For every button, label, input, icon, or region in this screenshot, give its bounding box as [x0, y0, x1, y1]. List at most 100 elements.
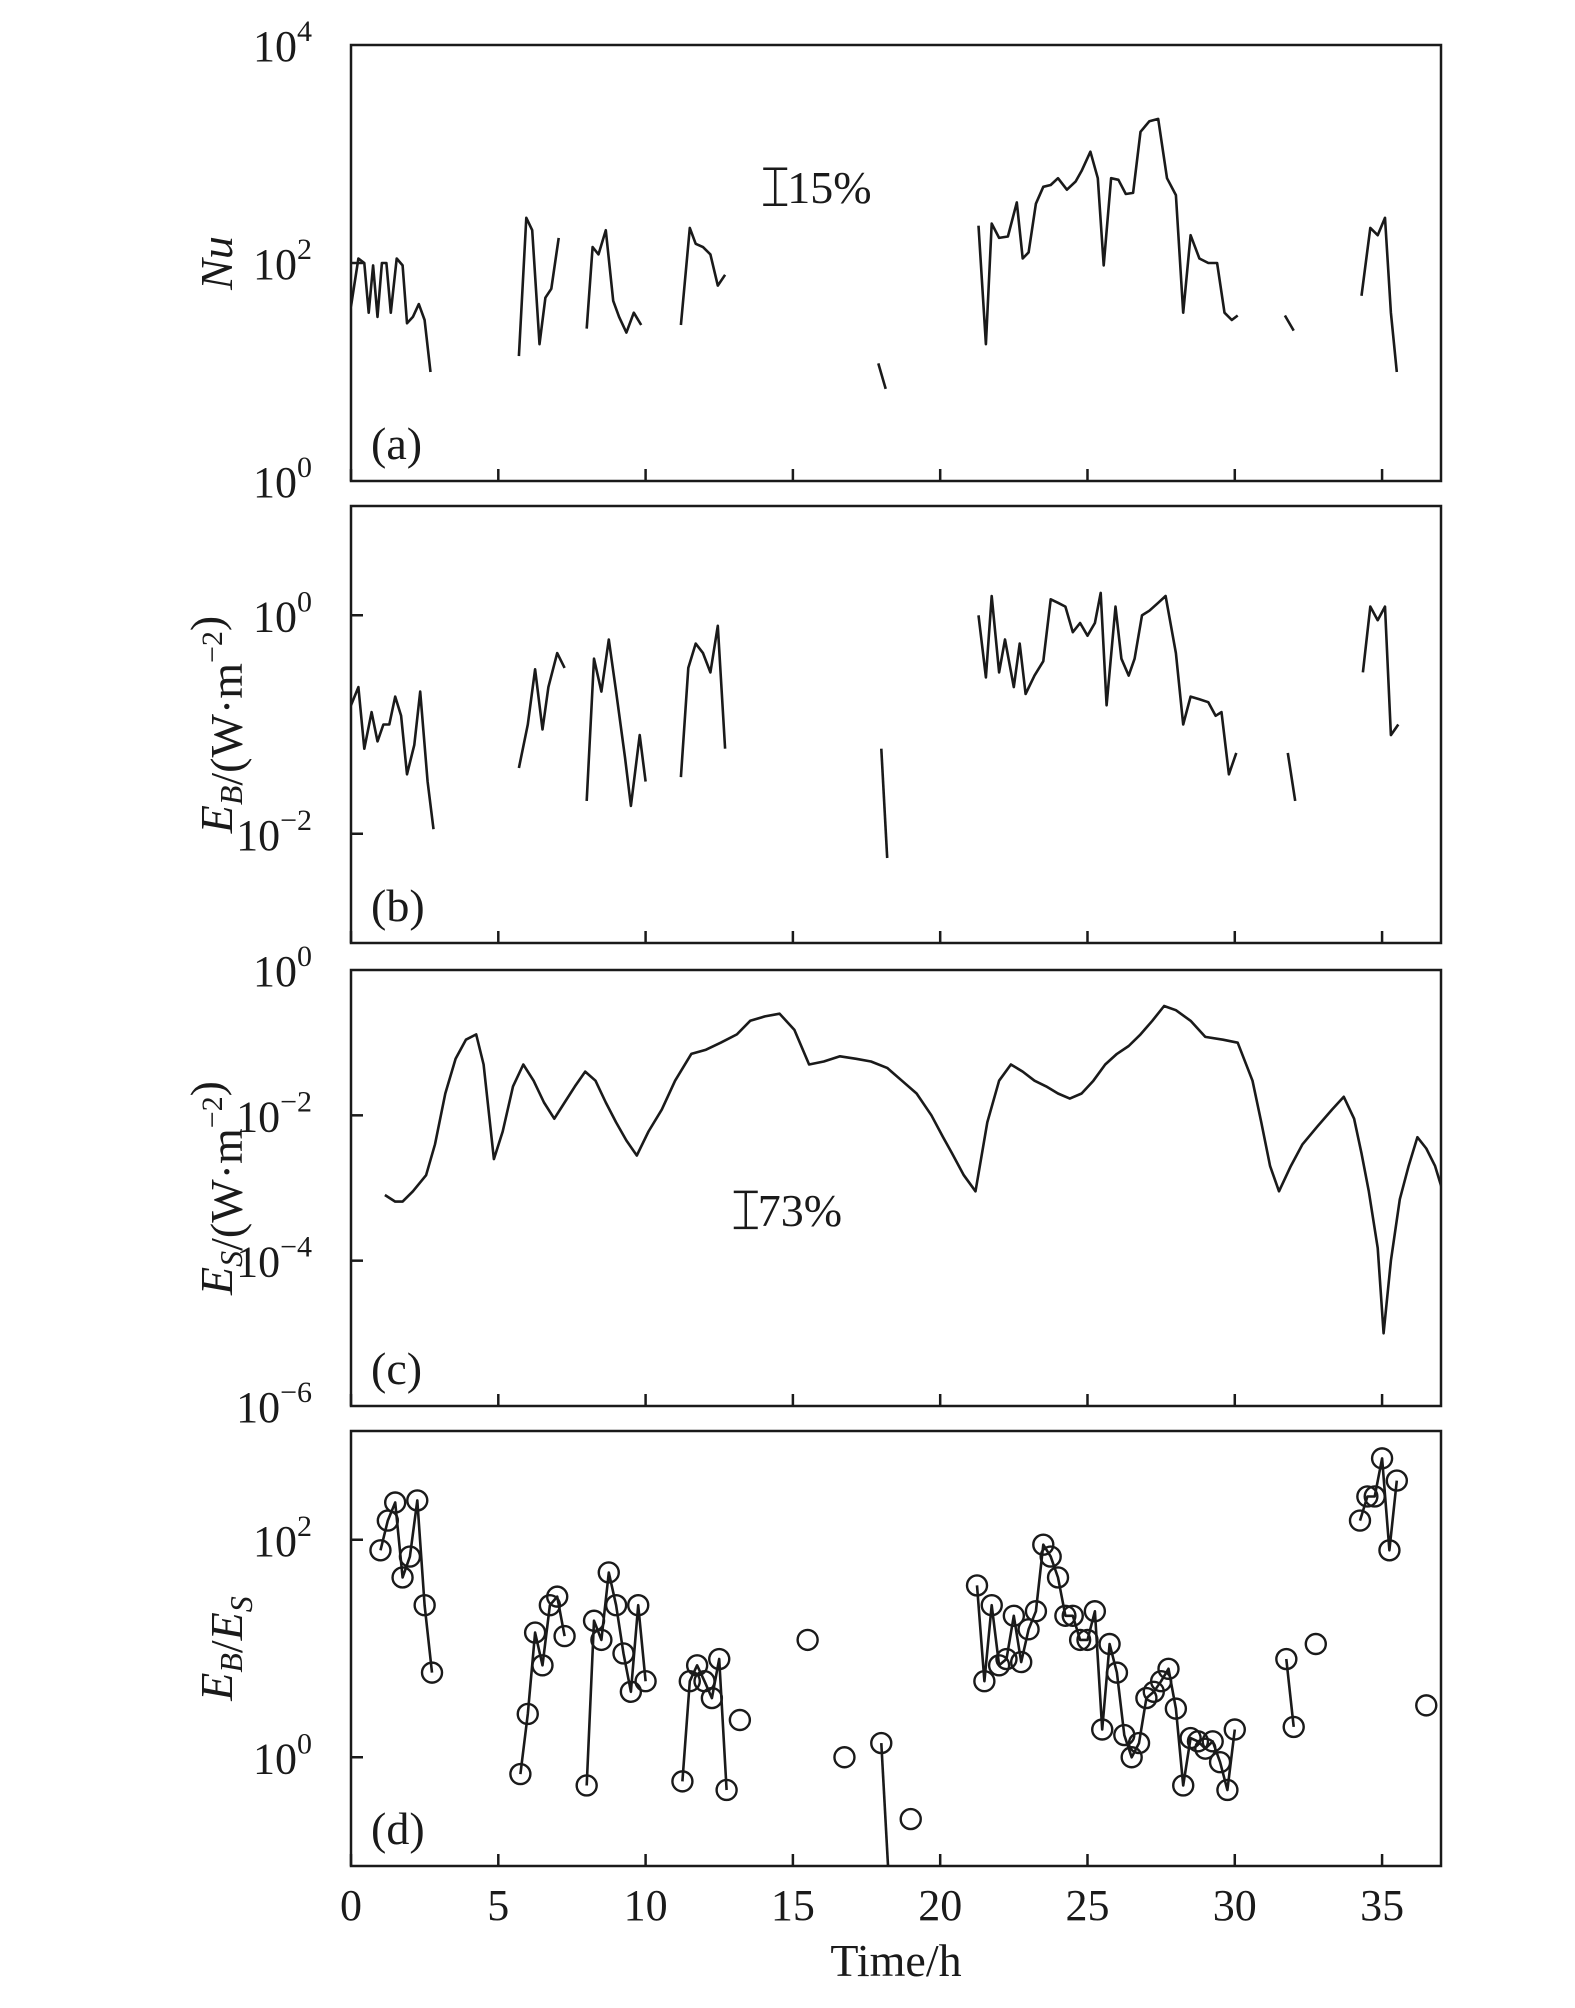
- x-axis-title: Time/h: [830, 1935, 961, 1986]
- data-point: [619, 1680, 643, 1703]
- data-point: [612, 1642, 635, 1665]
- x-tick-label: 25: [1065, 1881, 1109, 1930]
- data-point: [604, 1594, 628, 1617]
- data-point: [973, 1670, 996, 1693]
- y-tick-label: 100: [253, 451, 312, 507]
- plot-frame: [349, 504, 1443, 945]
- series-line: [517, 216, 560, 357]
- data-series: [351, 591, 1400, 859]
- series-line: [880, 1743, 890, 1866]
- x-tick-label: 15: [771, 1881, 815, 1930]
- y-tick-label: 102: [253, 1510, 312, 1566]
- series-line: [679, 226, 727, 326]
- data-point: [575, 1774, 598, 1797]
- error-annotation-label: 73%: [758, 1185, 842, 1236]
- data-point: [995, 1647, 1018, 1671]
- x-tick-label: 5: [487, 1881, 509, 1930]
- panel-a: 100 102 104 Nu (a) 15%: [191, 15, 1443, 507]
- panel-label: (b): [371, 880, 425, 931]
- x-tick-label: 0: [340, 1881, 362, 1930]
- series-line: [585, 228, 643, 334]
- panel-c: 10−6 10−4 10−2 100 ES/(W·m−2) (c) 73%: [181, 940, 1443, 1432]
- y-tick-label: 10−2: [236, 804, 312, 860]
- data-point: [1275, 1647, 1298, 1671]
- x-tick-label: 10: [624, 1881, 668, 1930]
- data-point: [1378, 1539, 1401, 1562]
- x-axis: 0 5 10 15 20 25 30 35 Time/h: [340, 1881, 1404, 1986]
- data-point: [391, 1566, 414, 1589]
- data-point: [715, 1778, 738, 1802]
- series-line: [519, 1595, 566, 1775]
- data-point: [1385, 1469, 1409, 1492]
- data-point: [1083, 1600, 1107, 1623]
- data-point: [1348, 1509, 1372, 1532]
- series-line: [877, 363, 887, 390]
- y-tick-label: 102: [253, 233, 312, 289]
- data-point: [1098, 1632, 1121, 1656]
- data-point: [884, 1865, 893, 1866]
- series-line: [351, 685, 435, 830]
- series-line: [880, 748, 889, 859]
- data-point: [965, 1574, 989, 1597]
- series-line: [679, 624, 727, 778]
- series-line: [1360, 216, 1399, 373]
- data-point: [369, 1539, 392, 1562]
- data-point: [1282, 1715, 1305, 1739]
- data-point: [516, 1702, 539, 1726]
- y-tick-label: 104: [253, 15, 312, 71]
- y-axis-title: EB/(W·m−2): [181, 616, 252, 835]
- data-series: [369, 1447, 1438, 1866]
- data-point: [413, 1594, 436, 1617]
- data-point: [987, 1654, 1011, 1677]
- y-tick-label: 100: [253, 940, 312, 996]
- data-point: [546, 1585, 569, 1608]
- data-point: [980, 1594, 1003, 1617]
- data-point: [1054, 1604, 1077, 1627]
- panel-label: (a): [371, 418, 422, 469]
- data-point: [531, 1654, 554, 1677]
- plot-frame: [349, 43, 1443, 483]
- data-point: [1149, 1670, 1173, 1693]
- data-point: [1039, 1545, 1062, 1568]
- x-tick-label: 20: [918, 1881, 962, 1930]
- y-tick-label: 10−6: [236, 1376, 312, 1432]
- series-line: [1283, 314, 1295, 332]
- error-annotation: 15%: [763, 162, 872, 213]
- data-point: [833, 1746, 856, 1769]
- data-point: [728, 1708, 752, 1732]
- data-point: [1415, 1694, 1438, 1717]
- data-point: [899, 1807, 922, 1831]
- data-point: [1208, 1751, 1232, 1774]
- data-point: [1061, 1604, 1084, 1627]
- y-tick-label: 100: [253, 1727, 312, 1783]
- series-line: [517, 651, 566, 769]
- error-annotation: 73%: [733, 1185, 842, 1236]
- data-point: [420, 1661, 444, 1684]
- data-point: [700, 1686, 724, 1710]
- data-point: [1172, 1774, 1195, 1797]
- data-point: [1216, 1778, 1239, 1802]
- series-line: [351, 257, 432, 373]
- data-point: [634, 1670, 657, 1693]
- data-point: [1105, 1661, 1129, 1684]
- y-axis-title: EB/ES: [191, 1596, 259, 1702]
- data-point: [406, 1489, 429, 1512]
- y-tick-label: 10−4: [236, 1231, 312, 1287]
- y-tick-label: 10−2: [236, 1085, 312, 1141]
- y-axis-title: ES/(W·m−2): [181, 1081, 252, 1296]
- data-point: [582, 1609, 606, 1632]
- error-annotation-label: 15%: [787, 162, 871, 213]
- y-axis-title: Nu: [191, 236, 242, 291]
- series-line: [975, 1543, 1237, 1792]
- series-line: [1286, 752, 1297, 802]
- data-point: [1164, 1697, 1188, 1720]
- series-line: [681, 1657, 728, 1791]
- data-point: [1363, 1485, 1386, 1508]
- data-point: [671, 1770, 694, 1793]
- data-point: [1194, 1737, 1217, 1760]
- data-point: [1157, 1657, 1180, 1681]
- series-line: [585, 1571, 647, 1786]
- data-point: [398, 1545, 422, 1568]
- data-series: [384, 1004, 1441, 1335]
